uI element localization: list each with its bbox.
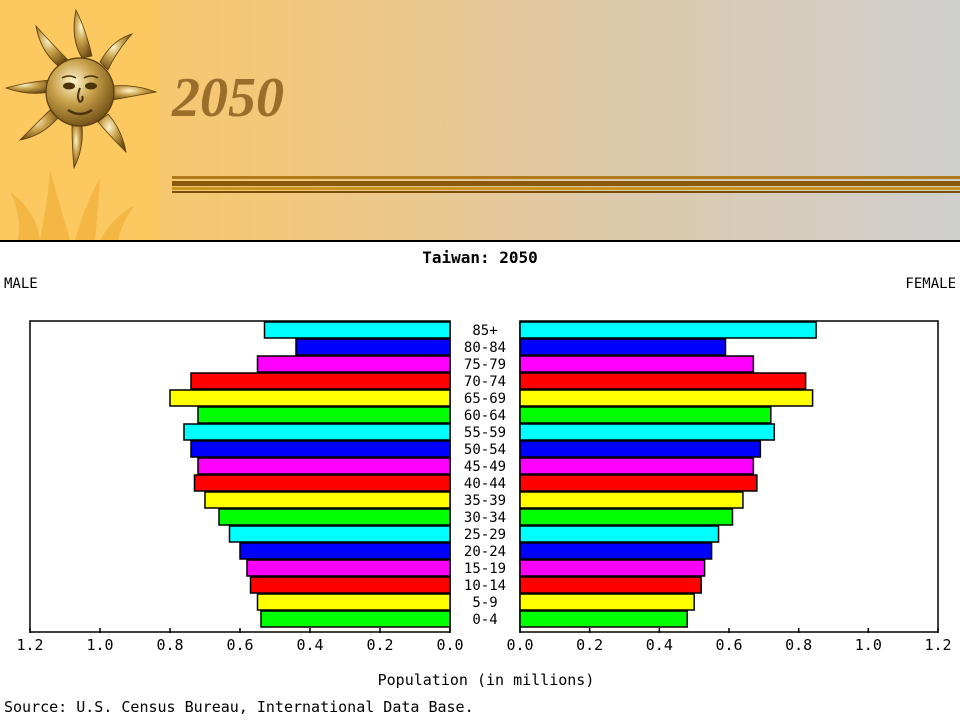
age-group-label: 55-59 (464, 425, 506, 441)
age-group-label: 45-49 (464, 459, 506, 475)
age-group-label: 10-14 (464, 578, 506, 594)
female-tick-label: 0.0 (506, 636, 533, 654)
male-bar-30-34 (218, 508, 451, 526)
age-group-label: 20-24 (464, 544, 506, 560)
age-group-label: 40-44 (464, 476, 506, 492)
male-bar-65-69 (169, 389, 451, 407)
age-group-label: 5-9 (472, 595, 497, 611)
female-tick-label: 0.4 (646, 636, 673, 654)
male-bar-70-74 (190, 372, 451, 390)
female-bar-0-4 (519, 610, 688, 628)
male-bar-60-64 (197, 406, 451, 424)
male-bar-15-19 (246, 559, 451, 577)
chart-title: Taiwan: 2050 (422, 248, 538, 267)
female-bar-60-64 (519, 406, 772, 424)
age-group-label: 25-29 (464, 527, 506, 543)
male-bar-0-4 (260, 610, 451, 628)
pyramid-chart: Taiwan: 2050 MALE FEMALE 85+ 80-84 75-79 70… (0, 240, 960, 722)
female-tick-label: 1.2 (924, 636, 951, 654)
male-bar-35-39 (204, 491, 451, 509)
female-bar-15-19 (519, 559, 706, 577)
male-bar-80-84 (295, 338, 451, 356)
slide-title: 2050 (172, 67, 284, 129)
source-note: Source: U.S. Census Bureau, Internationa… (4, 698, 474, 716)
female-label: FEMALE (905, 276, 956, 292)
female-tick-label: 0.6 (715, 636, 742, 654)
age-group-label: 75-79 (464, 357, 506, 373)
male-bar-75-79 (256, 355, 451, 373)
slide-header: 2050 (0, 0, 960, 242)
male-bar-40-44 (193, 474, 451, 492)
female-bar-45-49 (519, 457, 755, 475)
age-group-label: 30-34 (464, 510, 506, 526)
chart-svg: Taiwan: 2050 MALE FEMALE 85+80-8475-7970… (4, 248, 956, 716)
female-bar-25-29 (519, 525, 720, 543)
age-group-label: 15-19 (464, 561, 506, 577)
female-bar-75-79 (519, 355, 755, 373)
female-tick-label: 0.2 (576, 636, 603, 654)
age-group-label: 65-69 (464, 391, 506, 407)
sun-tile (0, 0, 160, 240)
age-group-label: 0-4 (472, 612, 497, 628)
age-group-label: 80-84 (464, 340, 506, 356)
age-group-label: 70-74 (464, 374, 506, 390)
age-group-label: 50-54 (464, 442, 506, 458)
female-tick-label: 0.8 (785, 636, 812, 654)
female-bar-85+ (519, 321, 817, 339)
male-bar-25-29 (228, 525, 451, 543)
male-tick-label: 1.2 (16, 636, 43, 654)
age-group-label: 60-64 (464, 408, 506, 424)
female-bar-55-59 (519, 423, 776, 441)
sun-face-icon (4, 8, 158, 240)
female-bar-40-44 (519, 474, 758, 492)
male-bar-10-14 (249, 576, 451, 594)
female-bar-10-14 (519, 576, 702, 594)
male-label: MALE (4, 276, 38, 292)
male-bar-50-54 (190, 440, 451, 458)
female-bar-80-84 (519, 338, 727, 356)
title-rule (172, 176, 960, 193)
age-group-label: 85+ (472, 323, 497, 339)
female-bar-65-69 (519, 389, 814, 407)
female-bar-50-54 (519, 440, 762, 458)
male-tick-label: 1.0 (86, 636, 113, 654)
male-bar-55-59 (183, 423, 451, 441)
male-tick-label: 0.0 (436, 636, 463, 654)
male-bar-85+ (263, 321, 451, 339)
male-tick-label: 0.8 (156, 636, 183, 654)
female-bar-70-74 (519, 372, 807, 390)
male-tick-label: 0.6 (226, 636, 253, 654)
female-bar-30-34 (519, 508, 734, 526)
female-bar-5-9 (519, 593, 695, 611)
female-bar-35-39 (519, 491, 744, 509)
age-group-label: 35-39 (464, 493, 506, 509)
male-bar-5-9 (256, 593, 451, 611)
female-tick-label: 1.0 (855, 636, 882, 654)
male-tick-label: 0.2 (366, 636, 393, 654)
female-bar-20-24 (519, 542, 713, 560)
male-tick-label: 0.4 (296, 636, 323, 654)
male-bar-20-24 (239, 542, 451, 560)
x-axis-label: Population (in millions) (378, 671, 595, 689)
male-bar-45-49 (197, 457, 451, 475)
